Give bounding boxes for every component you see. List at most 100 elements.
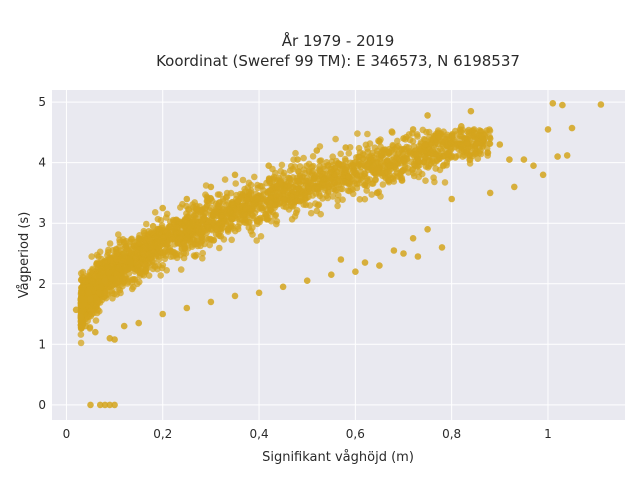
cloud-point [213,226,220,234]
cloud-point [362,141,370,149]
data-point [530,162,537,169]
cloud-point [363,182,371,190]
cloud-point [189,241,197,248]
data-point [559,101,566,109]
cloud-point [256,204,264,212]
cloud-point [241,185,248,193]
data-point [520,156,528,163]
cloud-point [128,250,135,257]
cloud-point [122,264,129,272]
cloud-point [105,246,112,254]
data-point [409,126,417,133]
data-point [342,144,350,151]
cloud-point [344,187,352,194]
cloud-point [345,150,353,157]
cloud-point [471,150,478,158]
cloud-point [219,198,227,205]
data-point [400,135,407,142]
chart-title-line2: Koordinat (Sweref 99 TM): E 346573, N 61… [156,52,520,70]
cloud-point [377,149,385,157]
cloud-point [317,157,325,164]
cloud-point [150,259,157,266]
cloud-point [115,231,122,238]
cloud-point [96,278,103,285]
cloud-point [77,331,85,338]
data-point [135,235,142,242]
cloud-point [77,339,85,347]
cloud-point [262,196,270,203]
cloud-point [390,154,398,162]
data-point [231,171,239,179]
cloud-point [249,202,257,209]
cloud-point [256,218,263,226]
cloud-point [321,181,328,188]
cloud-point [375,170,383,177]
cloud-point [483,127,491,134]
data-point [183,304,191,312]
cloud-point [311,172,319,180]
cloud-point [275,174,283,182]
cloud-point [368,191,376,198]
cloud-point [448,153,455,160]
cloud-point [225,226,232,233]
cloud-point [334,202,341,210]
cloud-point [409,166,416,174]
cloud-point [77,270,85,277]
cloud-point [436,166,444,174]
data-point [265,162,273,169]
cloud-point [275,192,283,199]
cloud-point [234,197,242,204]
cloud-point [173,224,180,231]
data-point [486,135,494,142]
cloud-point [77,308,85,316]
cloud-point [305,160,313,168]
cloud-point [313,207,321,215]
cloud-point [168,236,175,243]
cloud-point [186,226,193,234]
cloud-point [245,219,252,226]
cloud-point [232,180,239,187]
cloud-point [160,249,168,257]
cloud-point [391,163,399,171]
cloud-point [430,174,437,181]
data-point [303,277,311,285]
data-point [458,123,465,130]
data-point [207,183,215,191]
y-tick-label: 4 [38,156,46,170]
cloud-point [356,196,364,203]
cloud-point [484,149,492,157]
cloud-point [329,193,337,200]
cloud-point [479,139,486,146]
cloud-point [143,220,150,228]
cloud-point [476,127,483,134]
cloud-point [227,189,235,197]
cloud-point [114,264,122,272]
cloud-point [369,180,377,187]
data-point [467,107,475,115]
data-point [207,298,215,306]
cloud-point [329,153,337,160]
cloud-point [293,191,301,198]
cloud-point [226,209,234,216]
data-point [77,313,85,321]
cloud-point [193,202,200,210]
cloud-point [95,289,103,297]
cloud-point [216,202,223,210]
cloud-point [112,253,119,260]
cloud-point [324,194,332,202]
cloud-point [350,168,357,176]
cloud-point [180,243,188,250]
cloud-point [119,275,127,282]
cloud-point [79,302,86,309]
data-point [544,126,552,133]
cloud-point [422,177,429,184]
cloud-point [352,158,359,166]
data-point [87,295,94,303]
cloud-point [105,269,112,276]
data-point [568,124,576,132]
cloud-point [85,288,92,296]
cloud-point [295,168,302,175]
cloud-point [443,159,451,166]
x-axis-title: Signifikant våghöjd (m) [262,450,414,465]
cloud-point [309,153,317,160]
